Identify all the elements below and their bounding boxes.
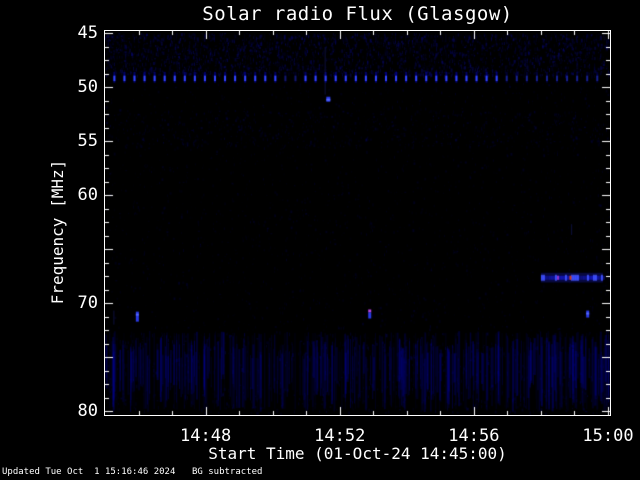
x-tick-label: 15:00 [582,426,634,446]
chart-title: Solar radio Flux (Glasgow) [202,3,513,25]
status-bg-subtracted-text: BG subtracted [192,467,263,477]
plot-area [104,30,611,416]
spectrogram-canvas [105,31,610,415]
y-axis-label: Frequency [MHz] [47,159,67,305]
y-tick-label: 80 [77,401,98,421]
x-tick-label: 14:56 [448,426,500,446]
status-updated-text: Updated Tue Oct 1 15:16:46 2024 [2,467,176,477]
y-tick-label: 60 [77,185,98,205]
y-tick-label: 45 [77,23,98,43]
y-tick-label: 55 [77,131,98,151]
y-tick-label: 50 [77,77,98,97]
x-axis-label: Start Time (01-Oct-24 14:45:00) [208,444,507,463]
x-tick-label: 14:48 [180,426,232,446]
x-tick-label: 14:52 [314,426,366,446]
y-tick-label: 70 [77,293,98,313]
